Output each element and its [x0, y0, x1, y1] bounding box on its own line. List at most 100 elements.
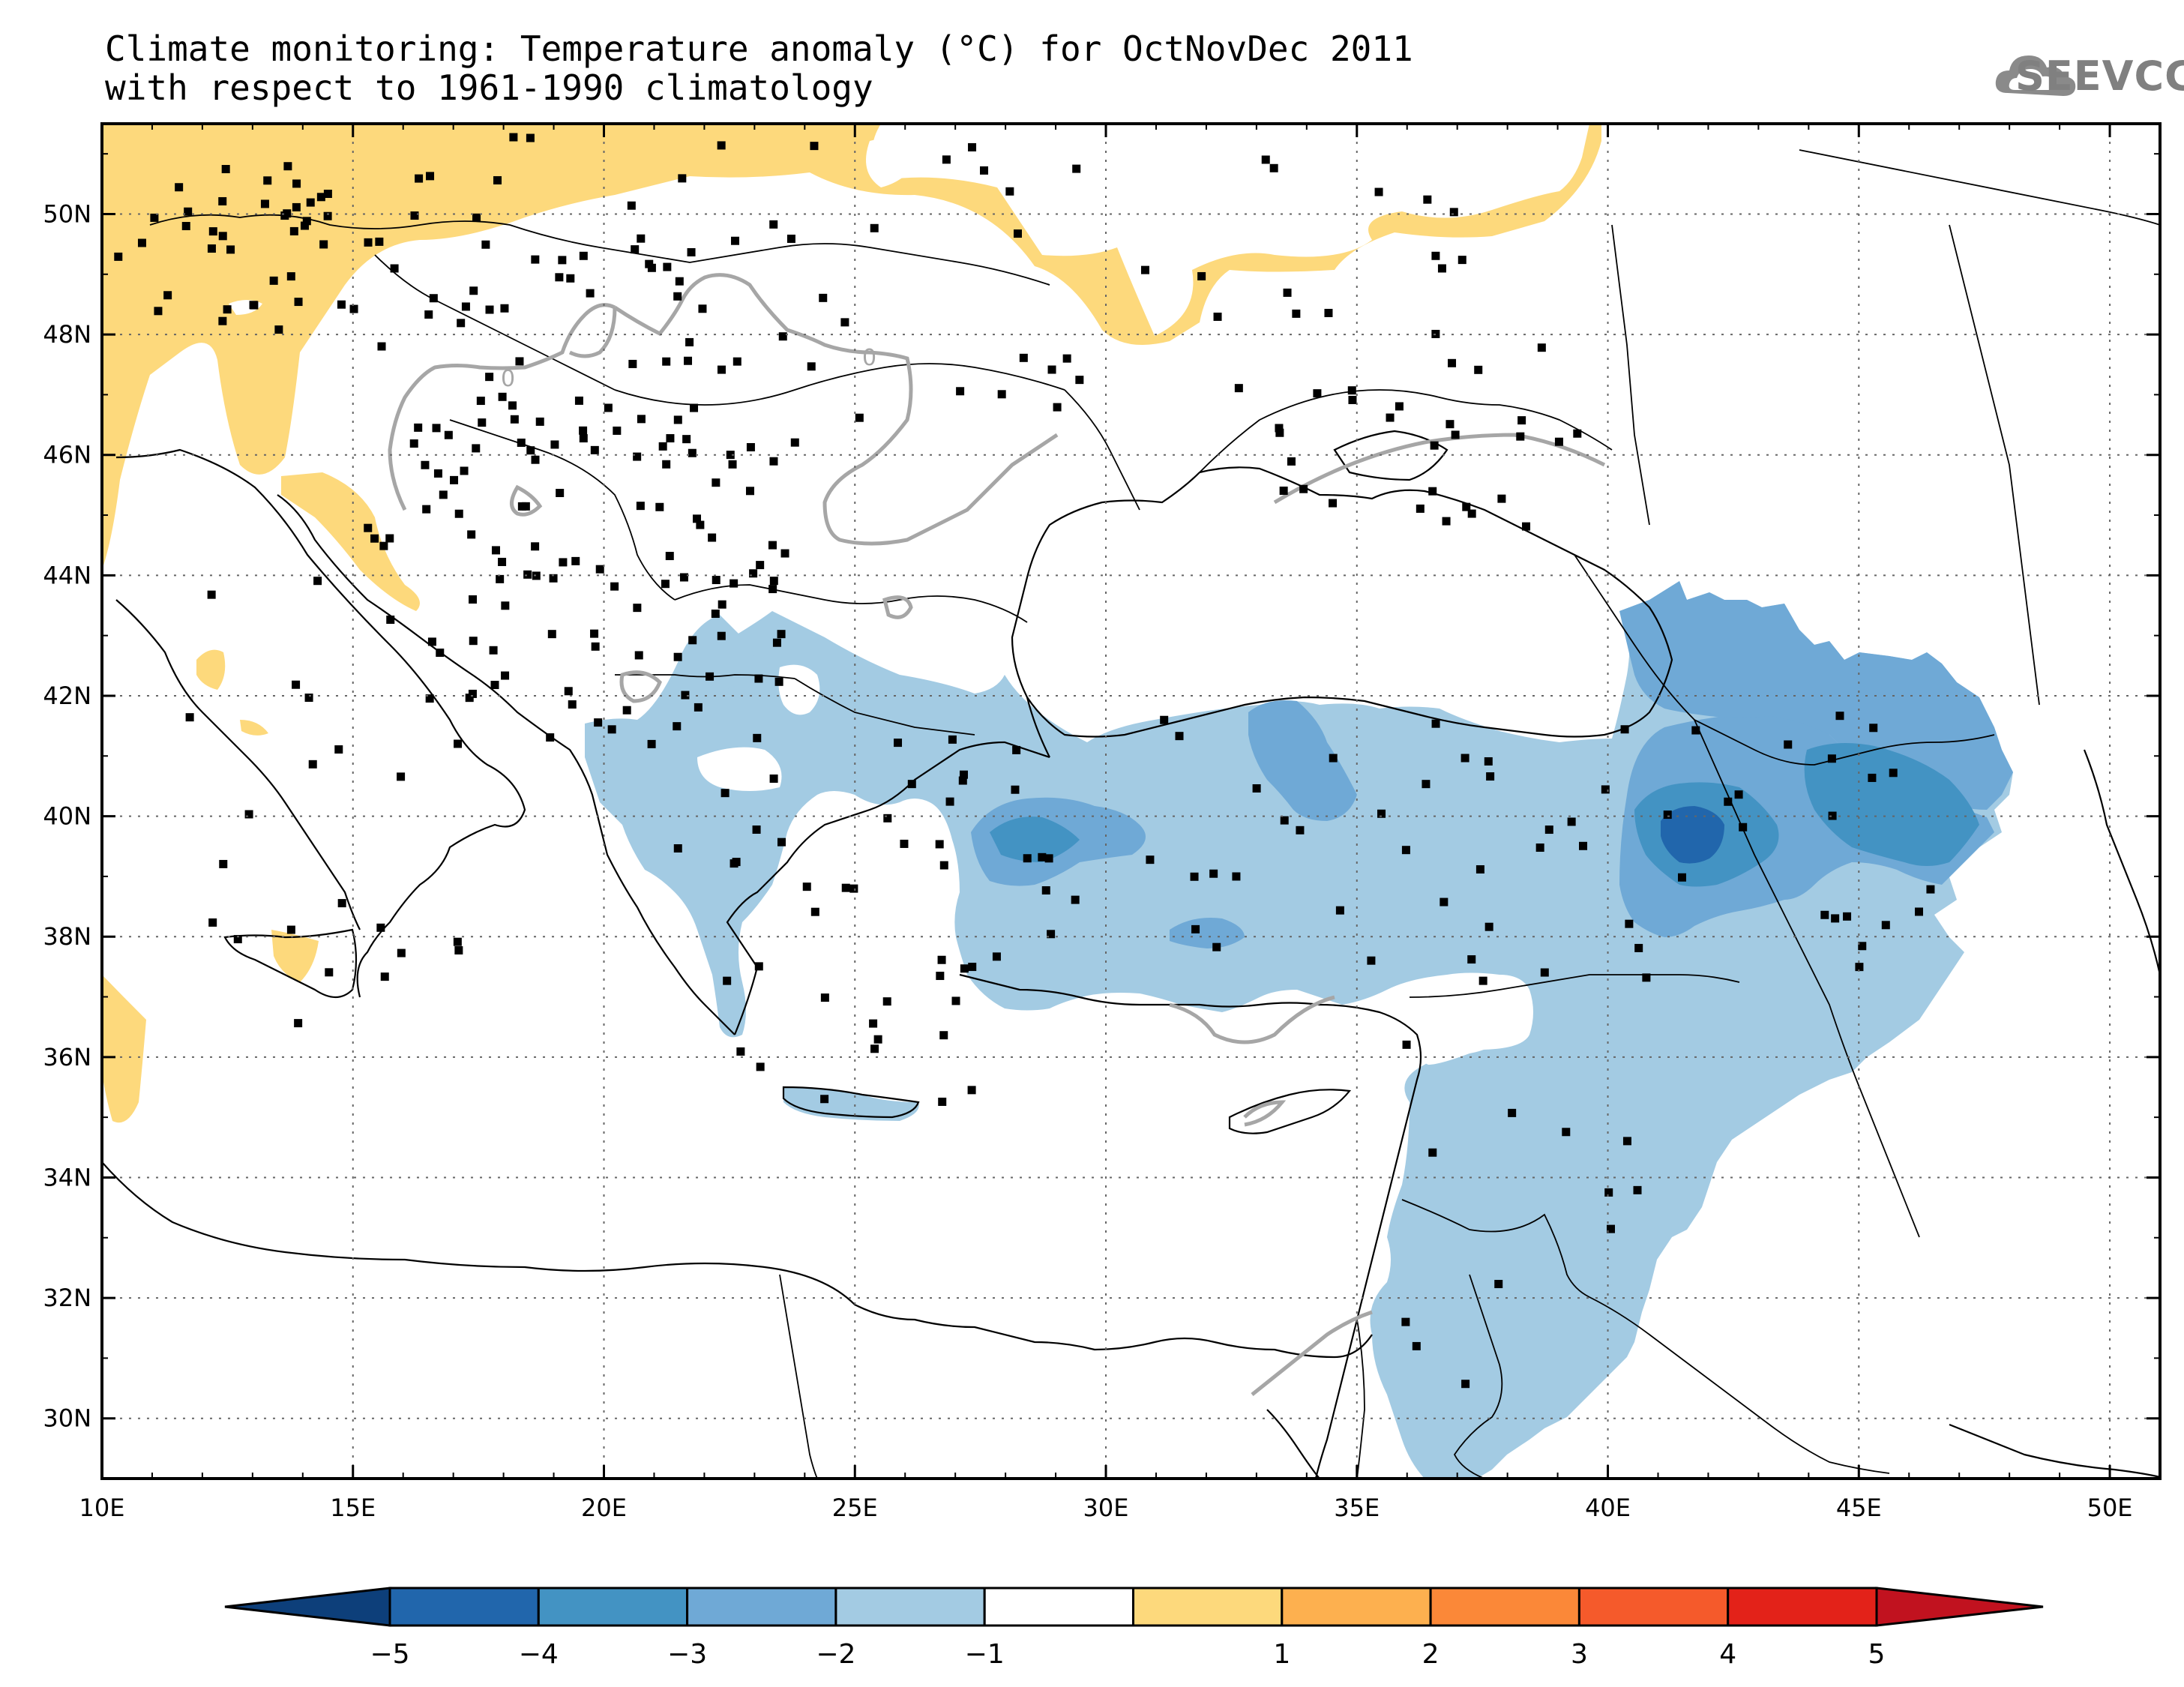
station-marker [1313, 389, 1322, 398]
station-marker [769, 577, 778, 586]
station-marker [591, 642, 600, 651]
station-marker [574, 396, 583, 405]
station-marker [945, 797, 954, 806]
station-marker [754, 962, 763, 971]
station-marker [1451, 430, 1460, 439]
station-marker [426, 172, 435, 181]
station-marker [959, 770, 968, 779]
station-marker [1324, 308, 1333, 317]
station-marker [1191, 924, 1200, 933]
station-marker [1160, 715, 1169, 724]
station-marker [579, 426, 588, 435]
zero-contour-9 [1243, 1100, 1287, 1127]
station-marker [665, 552, 674, 561]
station-marker [1462, 502, 1471, 511]
zero-contour-labels: 0 0 [501, 345, 876, 392]
colorbar-tick-label: −5 [370, 1639, 409, 1670]
station-marker [749, 569, 758, 578]
station-marker [1287, 457, 1296, 466]
station-marker [461, 302, 470, 311]
station-marker [633, 604, 642, 613]
station-marker [221, 165, 230, 174]
station-marker [810, 142, 819, 151]
station-marker [992, 952, 1001, 961]
station-marker [556, 488, 565, 497]
station-marker [731, 236, 740, 245]
station-marker [500, 304, 509, 313]
border-10 [1694, 719, 1920, 1238]
station-marker [1607, 1224, 1616, 1233]
station-marker [1494, 1280, 1503, 1289]
station-marker [1146, 855, 1155, 864]
colorbar-segment [834, 1587, 986, 1627]
station-marker [579, 251, 588, 260]
station-marker [1019, 353, 1028, 362]
lat-label: 38N [43, 922, 91, 951]
station-marker [967, 1086, 976, 1095]
station-marker [457, 319, 466, 328]
warm-region-sicily [271, 930, 319, 982]
station-marker [1827, 754, 1836, 763]
station-marker [696, 520, 705, 529]
station-marker [684, 356, 693, 365]
station-marker [244, 810, 253, 819]
border-13 [1453, 1274, 1503, 1479]
station-marker [1855, 963, 1864, 972]
zero-contour-6 [882, 595, 913, 619]
lat-label: 48N [43, 320, 91, 349]
station-marker [894, 739, 903, 748]
station-marker [489, 646, 498, 655]
station-marker [208, 918, 217, 927]
station-marker [414, 423, 423, 432]
station-marker [1620, 725, 1629, 734]
station-marker [1430, 441, 1439, 450]
coastline-black-sea-west [1011, 472, 1200, 758]
station-marker [586, 289, 595, 298]
zero-contour-4 [1273, 433, 1606, 505]
station-marker [385, 534, 394, 543]
coastline-greece [726, 741, 1050, 1035]
station-marker [454, 509, 463, 518]
station-marker [1023, 854, 1032, 863]
lat-label: 40N [43, 802, 91, 831]
warm-region-tunisia [102, 975, 146, 1123]
station-marker [485, 373, 494, 382]
station-marker [422, 505, 431, 514]
station-marker [647, 263, 656, 272]
station-marker [555, 273, 564, 282]
station-marker [1412, 1341, 1421, 1350]
station-marker [515, 357, 524, 366]
station-marker [604, 403, 613, 412]
station-marker [1475, 865, 1484, 874]
colorbar-segment [1727, 1587, 1878, 1627]
coastline-turkey-south [959, 973, 1422, 1479]
station-marker [607, 725, 616, 734]
station-marker [631, 245, 640, 254]
station-marker [415, 174, 424, 183]
station-marker [308, 760, 317, 769]
station-marker [753, 733, 762, 742]
station-marker [436, 649, 445, 658]
station-marker [294, 298, 303, 307]
station-marker [1914, 907, 1923, 916]
station-marker [1296, 826, 1305, 835]
station-marker [218, 232, 227, 241]
border-11 [1409, 974, 1740, 998]
station-marker [594, 718, 603, 727]
station-marker [476, 397, 485, 406]
station-marker [968, 963, 977, 972]
station-marker [289, 226, 298, 235]
station-marker [1831, 914, 1840, 923]
station-marker [223, 305, 232, 314]
station-marker [819, 293, 828, 302]
station-marker [337, 300, 346, 309]
coastline-cyprus [1228, 1089, 1352, 1134]
station-marker [469, 595, 478, 604]
lat-label: 44N [43, 561, 91, 589]
station-marker [302, 217, 311, 226]
station-marker [675, 277, 684, 286]
station-marker [637, 415, 646, 424]
station-marker [673, 652, 682, 661]
station-marker [386, 616, 395, 625]
